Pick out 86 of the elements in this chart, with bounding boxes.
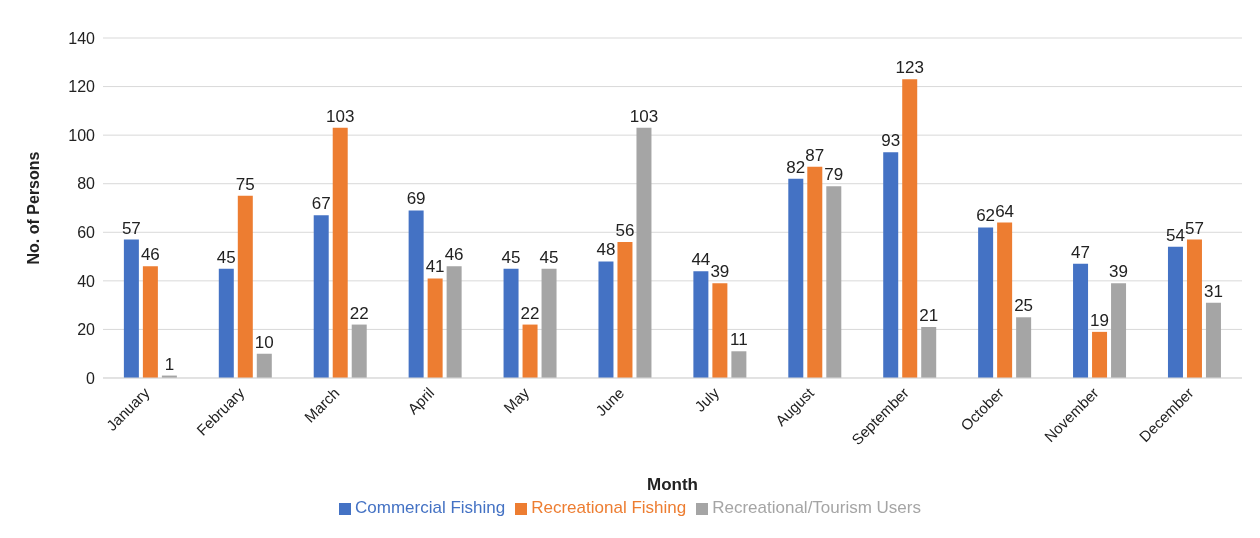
y-tick-label: 140: [68, 29, 96, 47]
bar: [408, 210, 424, 378]
data-label: 21: [919, 306, 939, 325]
data-label: 46: [444, 245, 464, 265]
bar: [921, 327, 937, 378]
data-label: 39: [710, 262, 730, 282]
data-label: 31: [1204, 281, 1223, 301]
bar: [712, 283, 728, 378]
x-tick-label: July: [691, 383, 723, 415]
bar: [807, 166, 823, 378]
bar: [788, 178, 804, 378]
data-label: 54: [1166, 225, 1185, 245]
data-label: 62: [976, 206, 996, 226]
bar: [693, 271, 709, 378]
bar: [617, 242, 633, 378]
bar: [237, 195, 253, 378]
data-label: 123: [895, 58, 924, 78]
data-label: 103: [629, 106, 659, 126]
bar: [1205, 302, 1221, 378]
data-label: 47: [1071, 242, 1091, 262]
bar: [446, 266, 462, 378]
bar: [313, 215, 329, 378]
data-label: 44: [691, 250, 711, 270]
x-tick-label: May: [500, 383, 533, 417]
bar: [142, 266, 158, 378]
legend-label: Recreational Fishing: [531, 498, 687, 517]
bar: [218, 268, 234, 378]
y-tick-label: 60: [77, 223, 96, 241]
data-label: 75: [235, 174, 255, 194]
data-label: 64: [995, 201, 1015, 221]
data-label: 103: [326, 106, 355, 126]
bar: [1092, 331, 1108, 378]
data-label: 46: [140, 245, 160, 265]
data-label: 79: [824, 165, 844, 185]
y-tick-label: 20: [77, 321, 96, 339]
y-axis-title: No. of Persons: [24, 151, 42, 265]
y-tick-label: 80: [77, 175, 96, 193]
bar: [503, 268, 519, 378]
bar: [1111, 283, 1127, 378]
bar: [731, 351, 747, 378]
bar: [1186, 239, 1202, 378]
bar: [826, 186, 842, 378]
data-label: 22: [349, 303, 369, 323]
legend-label: Recreational/Tourism Users: [712, 498, 921, 517]
legend-label: Commercial Fishing: [355, 498, 506, 517]
data-label: 48: [596, 240, 616, 260]
data-label: 41: [425, 257, 445, 277]
bar: [123, 239, 139, 378]
data-label: 57: [1185, 218, 1204, 238]
data-label: 82: [786, 157, 806, 177]
y-tick-label: 100: [68, 126, 96, 144]
data-label: 45: [216, 247, 236, 267]
bar: [1073, 263, 1089, 378]
bar: [351, 324, 367, 378]
data-label: 87: [805, 145, 825, 165]
data-label: 1: [164, 354, 175, 374]
data-label: 19: [1090, 310, 1110, 330]
bar: [902, 79, 918, 378]
bar: [256, 353, 272, 378]
y-tick-label: 40: [77, 272, 96, 290]
data-label: 11: [730, 330, 748, 350]
y-tick-label: 120: [68, 78, 96, 96]
data-label: 22: [520, 303, 540, 323]
bar: [427, 278, 443, 378]
data-label: 67: [311, 194, 331, 214]
bar: [522, 324, 538, 378]
bar: [598, 261, 614, 378]
data-label: 56: [615, 221, 635, 240]
bar: [997, 222, 1013, 378]
x-axis-title: Month: [647, 475, 698, 494]
bar: [883, 152, 899, 378]
bar: [978, 227, 994, 378]
data-label: 45: [501, 247, 521, 267]
data-label: 57: [121, 218, 141, 238]
bar: [1016, 317, 1032, 378]
data-label: 45: [539, 247, 559, 267]
data-label: 69: [406, 189, 426, 209]
bar: [636, 127, 652, 378]
bar: [1167, 246, 1183, 378]
bar: [332, 127, 348, 378]
data-label: 25: [1014, 296, 1034, 316]
data-label: 93: [881, 131, 901, 151]
y-tick-label: 0: [86, 369, 96, 387]
data-label: 39: [1109, 262, 1129, 282]
bar: [541, 268, 557, 378]
data-label: 10: [254, 332, 274, 352]
